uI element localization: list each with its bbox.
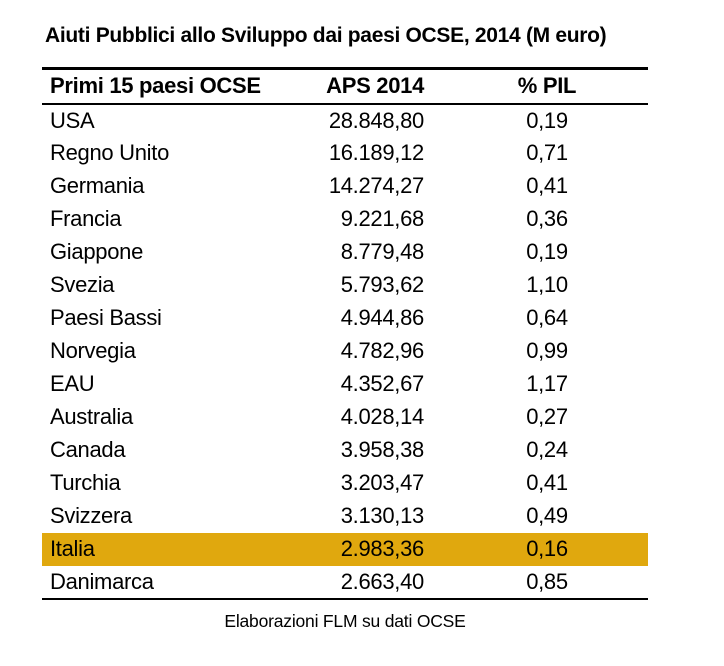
- country-cell: Danimarca: [50, 568, 154, 594]
- country-cell: Svizzera: [50, 503, 132, 528]
- table-row: USA 28.848,80 0,19: [42, 104, 648, 137]
- country-cell: Italia: [50, 536, 95, 561]
- table-row: Paesi Bassi 4.944,86 0,64: [42, 302, 648, 335]
- pil-value-cell: 0,85: [526, 568, 568, 594]
- aps-value-cell: 4.944,86: [340, 305, 425, 330]
- aps-value-cell: 3.958,38: [340, 437, 425, 462]
- table-row: Giappone 8.779,48 0,19: [42, 236, 648, 269]
- header-row: Primi 15 paesi OCSE APS 2014 % PIL: [42, 69, 648, 104]
- aps-table: Primi 15 paesi OCSE APS 2014 % PIL USA 28…: [42, 67, 648, 600]
- aps-value-cell: 2.983,36: [340, 536, 425, 561]
- pil-value-cell: 0,27: [526, 404, 568, 429]
- pil-value-cell: 0,99: [526, 338, 568, 363]
- pil-value-cell: 0,24: [526, 437, 568, 462]
- aps-value-cell: 8.779,48: [340, 239, 425, 264]
- country-cell: Norvegia: [50, 338, 136, 363]
- pil-value-cell: 0,19: [526, 107, 568, 133]
- table-row: Francia 9.221,68 0,36: [42, 203, 648, 236]
- table-row: EAU 4.352,67 1,17: [42, 368, 648, 401]
- column-header-aps: APS 2014: [326, 73, 424, 99]
- country-cell: Svezia: [50, 272, 115, 297]
- country-cell: Germania: [50, 173, 145, 198]
- table-row: Canada 3.958,38 0,24: [42, 434, 648, 467]
- table-row: Germania 14.274,27 0,41: [42, 170, 648, 203]
- country-cell: Turchia: [50, 470, 121, 495]
- table-title: Aiuti Pubblici allo Sviluppo dai paesi O…: [45, 24, 607, 47]
- column-header-pil: % PIL: [517, 73, 577, 99]
- table-row: Australia 4.028,14 0,27: [42, 401, 648, 434]
- pil-value-cell: 1,10: [526, 272, 568, 297]
- pil-value-cell: 0,41: [526, 173, 568, 198]
- country-cell: Giappone: [50, 239, 144, 264]
- aps-value-cell: 16.189,12: [328, 140, 424, 165]
- country-cell: Australia: [50, 404, 133, 429]
- aps-value-cell: 4.028,14: [340, 404, 425, 429]
- pil-value-cell: 0,19: [526, 239, 568, 264]
- aps-value-cell: 14.274,27: [328, 173, 424, 198]
- country-cell: Francia: [50, 206, 122, 231]
- aps-value-cell: 4.352,67: [340, 371, 425, 396]
- country-cell: Canada: [50, 437, 126, 462]
- country-cell: Paesi Bassi: [50, 305, 162, 330]
- pil-value-cell: 0,16: [526, 536, 568, 561]
- country-cell: Regno Unito: [50, 140, 169, 165]
- aps-value-cell: 3.203,47: [340, 470, 425, 495]
- table-row: Svizzera 3.130,13 0,49: [42, 500, 648, 533]
- column-header-country: Primi 15 paesi OCSE: [50, 73, 261, 99]
- aps-value-cell: 5.793,62: [340, 272, 425, 297]
- country-cell: USA: [50, 107, 95, 133]
- country-cell: EAU: [50, 371, 95, 396]
- pil-value-cell: 0,41: [526, 470, 568, 495]
- aps-value-cell: 3.130,13: [340, 503, 425, 528]
- pil-value-cell: 1,17: [526, 371, 568, 396]
- aps-value-cell: 28.848,80: [328, 107, 424, 133]
- table-row: Turchia 3.203,47 0,41: [42, 467, 648, 500]
- pil-value-cell: 0,71: [526, 140, 568, 165]
- table-row: Italia 2.983,36 0,16: [42, 532, 648, 566]
- pil-value-cell: 0,36: [526, 206, 568, 231]
- aps-value-cell: 2.663,40: [340, 568, 425, 594]
- table-row: Norvegia 4.782,96 0,99: [42, 335, 648, 368]
- table-row: Svezia 5.793,62 1,10: [42, 269, 648, 302]
- table-row: Regno Unito 16.189,12 0,71: [42, 137, 648, 170]
- source-note: Elaborazioni FLM su dati OCSE: [224, 610, 466, 631]
- aps-value-cell: 9.221,68: [340, 206, 425, 231]
- aps-value-cell: 4.782,96: [340, 338, 425, 363]
- pil-value-cell: 0,49: [526, 503, 568, 528]
- pil-value-cell: 0,64: [526, 305, 568, 330]
- table-row: Danimarca 2.663,40 0,85: [42, 566, 648, 599]
